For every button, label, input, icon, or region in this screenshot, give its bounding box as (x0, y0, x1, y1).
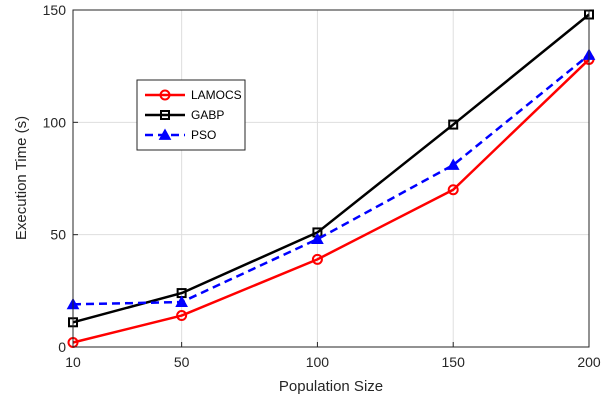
legend-swatch-marker (160, 110, 170, 120)
y-axis-label: Execution Time (s) (13, 116, 30, 240)
x-tick-label: 100 (306, 354, 330, 370)
x-tick-label: 50 (174, 354, 190, 370)
data-point-pso-2 (311, 232, 324, 245)
plot-frame (72, 9, 590, 348)
legend-entry-gabp: GABP (145, 108, 224, 122)
x-tick-label: 10 (65, 354, 81, 370)
plot-area (73, 10, 589, 347)
series-pso (66, 48, 596, 310)
legend: LAMOCS GABP PSO (136, 79, 246, 151)
data-point-lamocs-2 (311, 253, 323, 265)
y-tick-label: 150 (43, 2, 67, 18)
legend-label: GABP (191, 108, 224, 122)
legend-swatch-marker (158, 128, 172, 140)
legend-label: PSO (191, 128, 216, 142)
legend-entry-pso: PSO (145, 128, 216, 142)
y-tick-label: 0 (58, 339, 66, 355)
data-point-lamocs-3 (447, 184, 459, 196)
x-tick-label: 150 (442, 354, 466, 370)
data-point-pso-1 (175, 295, 188, 307)
y-tick-label: 100 (43, 114, 67, 130)
series-line-lamocs (72, 58, 590, 344)
legend-entry-lamocs: LAMOCS (145, 88, 242, 102)
axis-ticks: 10 50 100 150 200 0 50 100 150 (43, 2, 601, 370)
x-axis-label: Population Size (279, 378, 383, 395)
y-tick-label: 50 (50, 227, 66, 243)
data-point-pso-3 (446, 158, 460, 170)
data-point-lamocs-1 (176, 310, 188, 322)
data-point-gabp-3 (448, 119, 459, 130)
x-tick-label: 200 (577, 354, 601, 370)
legend-label: LAMOCS (191, 88, 242, 102)
legend-swatch-marker (159, 89, 171, 101)
series-line-pso (72, 53, 590, 306)
